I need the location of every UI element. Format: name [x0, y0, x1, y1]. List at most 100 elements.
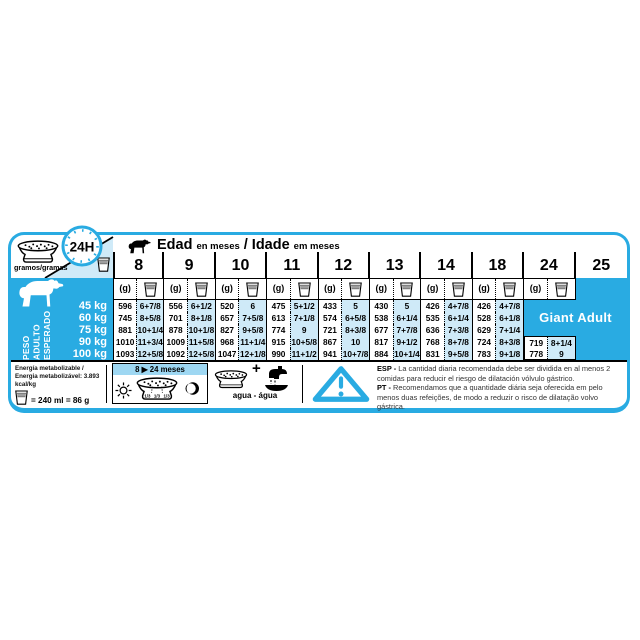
title-em-meses: em meses [293, 241, 340, 252]
cups-value: 8+5/8 [136, 312, 164, 324]
column-subheader-10: (g) [215, 278, 268, 300]
cups-value: 11+1/4 [238, 336, 267, 348]
grams-value: 426 [477, 301, 491, 311]
grams-value: 677 [374, 325, 389, 335]
feeding-cell: 613 7+1/8 [267, 312, 319, 324]
cups-value: 7+5/8 [238, 312, 267, 324]
feeding-cell: 878 10+1/8 [164, 324, 216, 336]
grams-value: 426 [425, 301, 440, 311]
divider [106, 365, 107, 403]
month-header-8: 8 [113, 252, 165, 278]
feeding-cell: 990 11+1/2 [267, 348, 319, 360]
cups-value: 7+1/4 [495, 324, 524, 336]
feeding-cell: 538 6+1/4 [369, 312, 422, 324]
energy-block: Energía metabolizable / Energia metaboli… [15, 365, 107, 410]
column-subheader-18: (g) [472, 278, 525, 300]
dog-silhouette-icon [19, 279, 64, 307]
cups-value: 7+7/8 [392, 324, 421, 336]
cups-value: 6 [238, 300, 267, 312]
water-block: + agua - água [211, 360, 299, 400]
feeding-notes: ESP - La cantidad diaria recomendada deb… [377, 364, 626, 412]
feeding-cell: 867 10 [318, 336, 370, 348]
measuring-cup-icon [15, 390, 28, 410]
grams-value: 915 [271, 337, 286, 347]
title-en-meses: en meses [196, 241, 240, 252]
feeding-cell: 817 9+1/2 [369, 336, 422, 348]
column-subheader-12: (g) [318, 278, 370, 300]
grams-value: 574 [322, 313, 337, 323]
expected-adult-weight-panel: PESO ADULTO ESPERADO 45 kg 60 kg 75 kg 90 k… [11, 278, 113, 360]
feeding-cell: 721 8+3/8 [318, 324, 370, 336]
feeding-cell: 528 6+1/8 [472, 312, 525, 324]
cup-equivalence-label: = 240 ml = 86 g [31, 395, 90, 405]
weight-label: 75 kg [78, 324, 107, 336]
cups-value: 6+1/8 [495, 312, 524, 324]
grams-value: 1092 [166, 349, 185, 359]
grams-value: 745 [118, 313, 133, 323]
grams-value: 881 [118, 325, 133, 335]
table-bottom-rule [11, 360, 627, 362]
esp-note: ESP - La cantidad diaria recomendada deb… [377, 364, 611, 383]
food-bowl-icon [17, 240, 59, 263]
column-subheader-14: (g) [421, 278, 473, 300]
giant-adult-zone-cell [575, 324, 627, 336]
cups-value: 8+3/8 [495, 336, 524, 348]
month-header-24: 24 [524, 252, 576, 278]
weight-label: 90 kg [78, 336, 107, 348]
pt-note: PT - Recomendamos que a quantidade diári… [377, 383, 603, 411]
age-header: Edad en meses / Idade em meses [115, 235, 625, 253]
feeding-cell: 941 10+7/8 [318, 348, 370, 360]
feeding-cell: 426 4+7/8 [472, 300, 525, 312]
table-row: 1093 12+5/8 1092 12+5/8 1047 12+1/8 990 11+1/2 9… [113, 348, 627, 360]
grams-unit-label: (g) [529, 283, 542, 293]
grams-value: 990 [271, 349, 286, 359]
cups-value: 6+7/8 [136, 300, 164, 312]
cups-value: 4+7/8 [495, 300, 524, 312]
grams-value: 636 [425, 325, 440, 335]
giant-adult-zone-cell [575, 312, 627, 324]
cups-value: 11+1/2 [289, 348, 318, 360]
grams-unit-label: (g) [375, 283, 388, 293]
grams-value: 1010 [115, 337, 135, 347]
cups-value: 4+7/8 [444, 300, 472, 312]
feeding-cell: 1047 12+1/8 [215, 348, 268, 360]
feeding-cell: 1010 11+3/4 [113, 336, 165, 348]
cups-value: 12+5/8 [136, 348, 164, 360]
giant-adult-zone-cell [575, 300, 627, 312]
feeding-cell: 1093 12+5/8 [113, 348, 165, 360]
grams-value: 556 [168, 301, 183, 311]
column-subheader-8: (g) [113, 278, 165, 300]
grams-value: 657 [220, 313, 235, 323]
weight-label: 100 kg [72, 348, 107, 360]
grams-value: 475 [271, 301, 286, 311]
feeding-cell: 636 7+3/8 [421, 324, 473, 336]
month-header-12: 12 [319, 252, 370, 278]
feeding-cell: 520 6 [215, 300, 268, 312]
measuring-cup-icon [136, 279, 163, 299]
grams-value: 433 [322, 301, 337, 311]
grams-value: 827 [220, 325, 235, 335]
cups-value: 6+1/4 [392, 312, 421, 324]
meal-frequency-box: 8 ▶ 24 meses [112, 363, 208, 404]
giant-adult-zone-cell [524, 324, 576, 336]
grams-value: 1047 [217, 349, 237, 359]
grams-unit-label: (g) [221, 283, 233, 293]
giant-adult-zone-cell [575, 336, 627, 348]
cups-value: 8+3/8 [341, 324, 369, 336]
cups-value: 9 [289, 324, 318, 336]
title-edad: Edad [157, 237, 193, 253]
measuring-cup-icon [392, 279, 421, 299]
month-header-18: 18 [473, 252, 525, 278]
grams-value: 867 [322, 337, 337, 347]
feeding-cell: 724 8+3/8 [472, 336, 525, 348]
grams-value: 724 [477, 337, 491, 347]
weight-label: 45 kg [78, 300, 107, 312]
feeding-table: 596 6+7/8 556 6+1/2 520 6 475 5+1/2 433 5 430 5 426 4… [113, 300, 627, 360]
giant-adult-zone [575, 278, 627, 300]
feeding-cell: 783 9+1/8 [472, 348, 525, 360]
feeding-cell: 881 10+1/4 [113, 324, 165, 336]
title-idade: Idade [251, 237, 290, 253]
grams-value: 613 [271, 313, 286, 323]
grams-value: 768 [425, 337, 440, 347]
column-subheader-9: (g) [164, 278, 216, 300]
